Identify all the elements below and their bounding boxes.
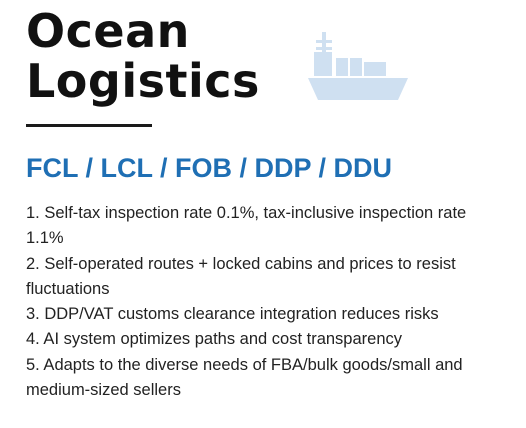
title-divider <box>26 124 152 127</box>
shipping-terms-subtitle: FCL / LCL / FOB / DDP / DDU <box>26 153 393 183</box>
feature-item: 5. Adapts to the diverse needs of FBA/bu… <box>26 355 463 400</box>
cargo-ship-icon <box>308 32 408 100</box>
feature-item: 2. Self-operated routes + locked cabins … <box>26 254 456 298</box>
page-title: Ocean Logistics <box>26 6 260 106</box>
feature-item: 1. Self-tax inspection rate 0.1%, tax-in… <box>26 204 467 248</box>
title-line-logistics: Logistics <box>26 54 260 108</box>
feature-item: 3. DDP/VAT customs clearance integration… <box>26 305 439 324</box>
feature-item: 4. AI system optimizes paths and cost tr… <box>26 330 403 349</box>
title-line-ocean: Ocean <box>26 4 190 58</box>
feature-list: 1. Self-tax inspection rate 0.1%, tax-in… <box>26 201 501 403</box>
